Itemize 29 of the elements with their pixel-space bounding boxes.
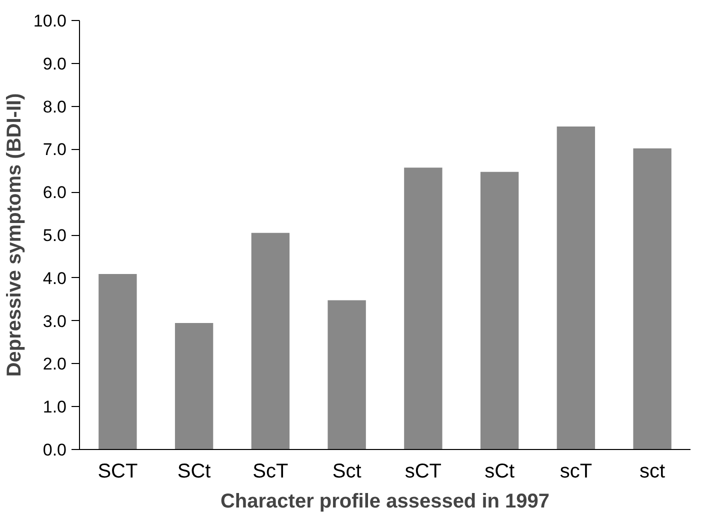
bar	[404, 168, 442, 450]
y-tick-label: 4.0	[42, 268, 67, 288]
x-tick-label: sCT	[404, 460, 442, 482]
y-tick-label: 1.0	[42, 398, 67, 417]
y-tick-label: 10.0	[33, 12, 67, 30]
y-tick-label: 5.0	[42, 226, 67, 245]
y-tick-label: 6.0	[42, 183, 67, 202]
x-tick-label: sct	[640, 460, 666, 482]
x-tick-label: SCT	[98, 460, 138, 482]
x-tick-label: sCt	[484, 460, 516, 482]
y-tick-label: 7.0	[42, 140, 67, 160]
bar	[480, 172, 519, 450]
x-tick-label: Sct	[332, 460, 362, 482]
y-tick-label: 2.0	[42, 354, 67, 374]
bar	[251, 232, 290, 450]
y-tick-label: 8.0	[42, 97, 67, 116]
bar	[174, 322, 214, 450]
bar	[633, 148, 672, 450]
y-tick-label: 3.0	[42, 312, 67, 331]
y-tick-label: 0.0	[42, 440, 67, 460]
x-axis-title: Character profile assessed in 1997	[220, 490, 550, 512]
x-tick-label: ScT	[252, 460, 288, 482]
x-tick-label: scT	[560, 460, 592, 482]
y-axis-title: Depressive symptoms (BDI-II)	[3, 93, 26, 377]
bar	[556, 126, 596, 450]
y-tick-label: 9.0	[42, 54, 67, 74]
bar	[98, 274, 137, 450]
bar	[328, 300, 366, 450]
x-tick-label: SCt	[177, 460, 212, 482]
